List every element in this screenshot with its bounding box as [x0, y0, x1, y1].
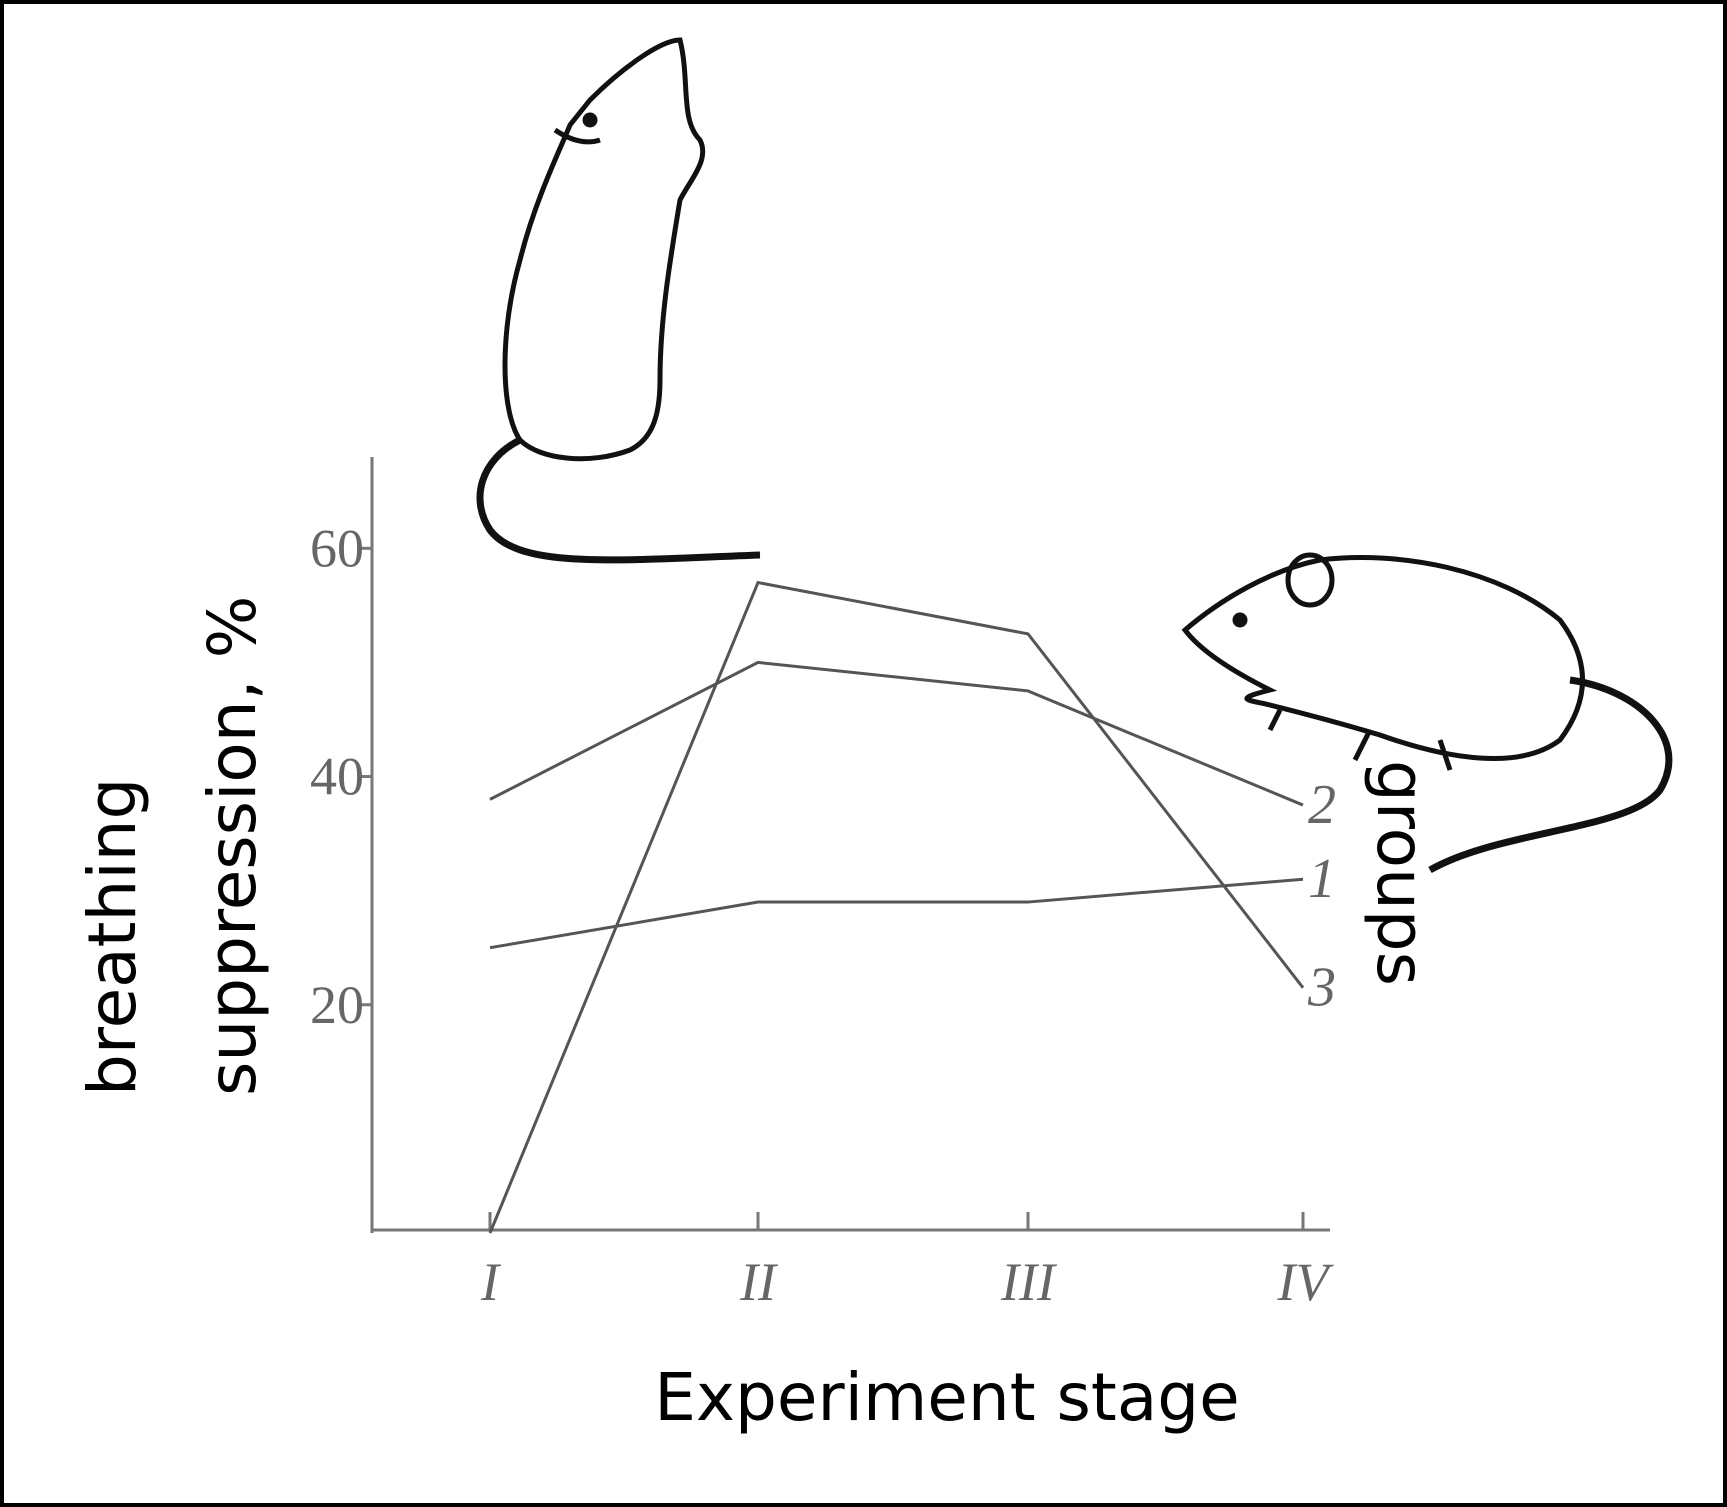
- series-label: 1: [1308, 848, 1336, 910]
- y-tick-label: 20: [310, 975, 364, 1035]
- series-label: 3: [1307, 957, 1336, 1019]
- rat-crouching: [1181, 552, 1673, 874]
- legend-title: groups: [1362, 760, 1439, 986]
- y-tick-label: 60: [310, 518, 364, 578]
- y-axis-label: breathing: [74, 778, 151, 1096]
- x-tick-label: I: [480, 1252, 502, 1312]
- rat-standing: [476, 37, 761, 564]
- series-label: 2: [1308, 774, 1336, 836]
- y-tick-label: 40: [310, 747, 364, 807]
- y-axis-label: suppression, %: [194, 596, 271, 1096]
- series-line: [489, 877, 1304, 950]
- series-line: [488, 580, 1305, 1234]
- x-tick-label: IV: [1277, 1252, 1335, 1312]
- series-line: [489, 660, 1304, 807]
- x-tick-label: II: [739, 1252, 779, 1312]
- x-tick-label: III: [1000, 1252, 1058, 1312]
- x-axis-label: Experiment stage: [654, 1359, 1240, 1436]
